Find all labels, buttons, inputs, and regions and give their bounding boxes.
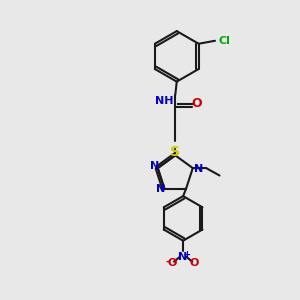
Text: N: N — [178, 252, 188, 262]
Text: O: O — [190, 258, 199, 268]
Text: S: S — [170, 145, 180, 159]
Text: -: - — [166, 257, 170, 267]
Text: NH: NH — [155, 97, 173, 106]
Text: Cl: Cl — [218, 36, 230, 46]
Text: +: + — [183, 250, 190, 259]
Text: O: O — [167, 258, 176, 268]
Text: O: O — [191, 98, 202, 110]
Text: N: N — [149, 161, 159, 171]
Text: N: N — [156, 184, 166, 194]
Text: N: N — [194, 164, 203, 174]
